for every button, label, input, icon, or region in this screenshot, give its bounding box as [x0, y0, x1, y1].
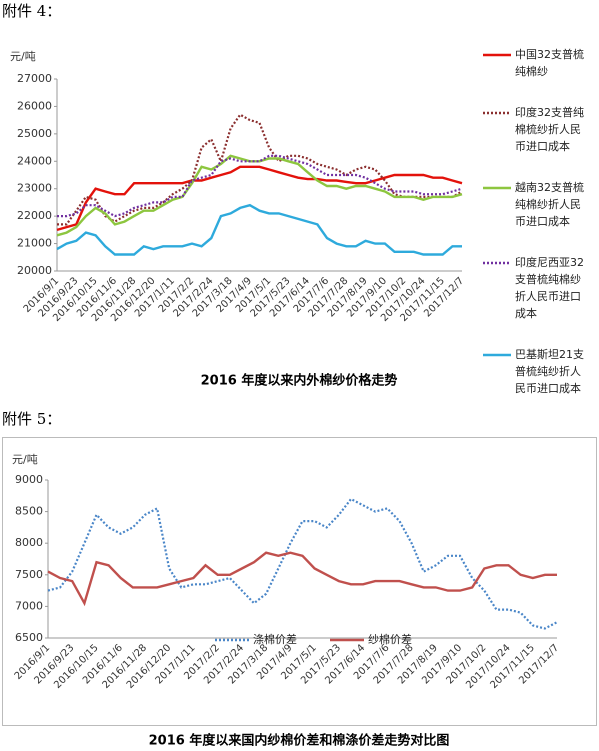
- series-line: [56, 165, 463, 232]
- series-line: [47, 497, 558, 630]
- y-tick-label: 6500: [15, 631, 43, 644]
- y-tick-label: 21000: [17, 237, 52, 250]
- chart-title: 2016 年度以来内外棉纱价格走势: [201, 373, 398, 389]
- y-tick-label: 22000: [17, 209, 52, 222]
- y-tick-label: 9000: [15, 473, 43, 486]
- y-tick-label: 27000: [17, 72, 52, 85]
- legend-label: 中国32支普梳纯棉纱: [515, 47, 584, 78]
- chart-frame: [2, 437, 597, 726]
- y-tick-label: 8000: [15, 536, 43, 549]
- series-line: [56, 203, 462, 256]
- chart-title: 2016 年度以来国内纱棉价差和棉涤价差走势对比图: [149, 733, 450, 749]
- legend-label: 印度尼西亚32 支普梳纯棉纱折人民币进口成本: [515, 255, 584, 320]
- legend-label: 巴基斯坦21支普梳纯纱折人民币进口成本: [515, 347, 584, 395]
- legend-label: 印度32支普纯棉梳纱折人民币进口成本: [515, 105, 584, 153]
- series-line: [47, 551, 557, 607]
- y-tick-label: 20000: [17, 264, 52, 277]
- y-tick-label: 8500: [15, 505, 43, 518]
- y-tick-label: 7000: [15, 599, 43, 612]
- y-tick-label: 24000: [17, 154, 52, 167]
- series-line: [56, 154, 463, 237]
- series-line: [57, 113, 463, 226]
- series-line: [57, 154, 463, 218]
- y-tick-label: 26000: [17, 99, 52, 112]
- y-tick-label: 23000: [17, 182, 52, 195]
- attachment-label: 附件 5：: [2, 410, 61, 428]
- legend-label: 越南32支普梳纯棉纱折人民币进口成本: [515, 180, 584, 228]
- y-tick-label: 25000: [17, 127, 52, 140]
- y-axis-unit: 元/吨: [10, 50, 36, 63]
- attachment-label: 附件 4：: [2, 2, 61, 20]
- legend-label: 纱棉价差: [368, 632, 412, 646]
- y-axis-unit: 元/吨: [12, 453, 38, 466]
- legend-label: 涤棉价差: [253, 632, 297, 646]
- y-tick-label: 7500: [15, 568, 43, 581]
